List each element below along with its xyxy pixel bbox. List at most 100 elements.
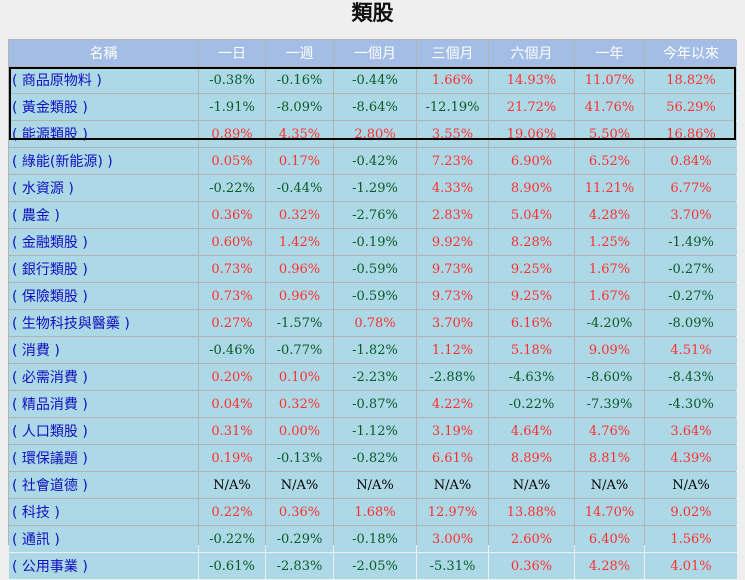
performance-cell: -8.43%: [645, 364, 737, 390]
table-row: ( 能源類股 ) 0.89% 4.35% 2.80% 3.55% 19.06% 5.50% 1…: [9, 121, 737, 147]
performance-cell: -0.44%: [266, 175, 333, 201]
sector-name-link[interactable]: ( 公用事業 ): [9, 553, 198, 579]
column-header-1d: 一日: [199, 40, 265, 66]
performance-cell: -2.05%: [334, 553, 416, 579]
sector-name-link[interactable]: ( 通訊 ): [9, 526, 198, 552]
sector-name-link[interactable]: ( 農金 ): [9, 202, 198, 228]
performance-cell: -2.76%: [334, 202, 416, 228]
sector-name-link[interactable]: ( 消費 ): [9, 337, 198, 363]
sector-name-link[interactable]: ( 銀行類股 ): [9, 256, 198, 282]
performance-cell: 7.23%: [417, 148, 488, 174]
table-row: ( 生物科技與醫藥 ) 0.27% -1.57% 0.78% 3.70% 6.16% -4.…: [9, 310, 737, 336]
table-row: ( 綠能(新能源) ) 0.05% 0.17% -0.42% 7.23% 6.90% 6.5…: [9, 148, 737, 174]
performance-cell: 2.80%: [334, 121, 416, 147]
performance-cell: -4.30%: [645, 391, 737, 417]
performance-cell: -0.61%: [199, 553, 265, 579]
performance-cell: 0.36%: [266, 499, 333, 525]
sector-name-link[interactable]: ( 水資源 ): [9, 175, 198, 201]
performance-cell: 0.60%: [199, 229, 265, 255]
performance-cell: 4.76%: [575, 418, 644, 444]
performance-cell: 6.52%: [575, 148, 644, 174]
performance-cell: -0.59%: [334, 283, 416, 309]
performance-cell: 9.09%: [575, 337, 644, 363]
performance-cell: 0.73%: [199, 256, 265, 282]
sector-name-link[interactable]: ( 金融類股 ): [9, 229, 198, 255]
performance-cell: -8.60%: [575, 364, 644, 390]
performance-cell: N/A%: [575, 472, 644, 498]
performance-cell: 0.36%: [489, 553, 574, 579]
performance-cell: 19.06%: [489, 121, 574, 147]
performance-cell: 3.55%: [417, 121, 488, 147]
sector-name-link[interactable]: ( 商品原物料 ): [9, 67, 198, 93]
sector-name-link[interactable]: ( 保險類股 ): [9, 283, 198, 309]
sector-name-link[interactable]: ( 社會道德 ): [9, 472, 198, 498]
performance-cell: 4.28%: [575, 202, 644, 228]
performance-cell: 8.28%: [489, 229, 574, 255]
sector-performance-table: 名稱 一日 一週 一個月 三個月 六個月 一年 今年以來 ( 商品原物料 ) -0…: [8, 39, 738, 580]
table-row: ( 消費 ) -0.46% -0.77% -1.82% 1.12% 5.18% 9.09% 4…: [9, 337, 737, 363]
performance-cell: 4.22%: [417, 391, 488, 417]
performance-cell: 3.64%: [645, 418, 737, 444]
column-header-6m: 六個月: [489, 40, 574, 66]
performance-cell: 21.72%: [489, 94, 574, 120]
table-row: ( 黃金類股 ) -1.91% -8.09% -8.64% -12.19% 21.72% 4…: [9, 94, 737, 120]
performance-cell: 0.22%: [199, 499, 265, 525]
performance-cell: 9.92%: [417, 229, 488, 255]
performance-cell: -8.64%: [334, 94, 416, 120]
column-header-name: 名稱: [9, 40, 198, 66]
performance-cell: 11.07%: [575, 67, 644, 93]
performance-cell: 0.10%: [266, 364, 333, 390]
performance-cell: 4.51%: [645, 337, 737, 363]
table-header-row: 名稱 一日 一週 一個月 三個月 六個月 一年 今年以來: [9, 40, 737, 66]
performance-cell: 0.96%: [266, 256, 333, 282]
performance-cell: -1.82%: [334, 337, 416, 363]
performance-cell: 9.25%: [489, 256, 574, 282]
column-header-3m: 三個月: [417, 40, 488, 66]
performance-cell: N/A%: [417, 472, 488, 498]
table-row: ( 公用事業 ) -0.61% -2.83% -2.05% -5.31% 0.36% 4.2…: [9, 553, 737, 579]
performance-cell: 5.04%: [489, 202, 574, 228]
performance-cell: -0.22%: [199, 175, 265, 201]
performance-cell: 12.97%: [417, 499, 488, 525]
performance-cell: 6.40%: [575, 526, 644, 552]
performance-cell: 13.88%: [489, 499, 574, 525]
table-row: ( 通訊 ) -0.22% -0.29% -0.18% 3.00% 2.60% 6.40% 1…: [9, 526, 737, 552]
sector-name-link[interactable]: ( 綠能(新能源) ): [9, 148, 198, 174]
performance-cell: 0.17%: [266, 148, 333, 174]
sector-name-link[interactable]: ( 人口類股 ): [9, 418, 198, 444]
performance-cell: -0.22%: [489, 391, 574, 417]
sector-name-link[interactable]: ( 生物科技與醫藥 ): [9, 310, 198, 336]
performance-cell: -2.83%: [266, 553, 333, 579]
performance-cell: -7.39%: [575, 391, 644, 417]
sector-name-link[interactable]: ( 環保議題 ): [9, 445, 198, 471]
performance-cell: 0.19%: [199, 445, 265, 471]
sector-name-link[interactable]: ( 能源類股 ): [9, 121, 198, 147]
table-row: ( 商品原物料 ) -0.38% -0.16% -0.44% 1.66% 14.93% 11…: [9, 67, 737, 93]
performance-cell: 3.70%: [645, 202, 737, 228]
performance-cell: 3.00%: [417, 526, 488, 552]
table-body: ( 商品原物料 ) -0.38% -0.16% -0.44% 1.66% 14.93% 11…: [9, 67, 737, 579]
performance-cell: 8.90%: [489, 175, 574, 201]
performance-cell: 5.50%: [575, 121, 644, 147]
sector-name-link[interactable]: ( 精品消費 ): [9, 391, 198, 417]
performance-cell: 6.90%: [489, 148, 574, 174]
performance-cell: N/A%: [334, 472, 416, 498]
performance-cell: 0.05%: [199, 148, 265, 174]
table-row: ( 銀行類股 ) 0.73% 0.96% -0.59% 9.73% 9.25% 1.67% -…: [9, 256, 737, 282]
column-header-1y: 一年: [575, 40, 644, 66]
sector-name-link[interactable]: ( 黃金類股 ): [9, 94, 198, 120]
performance-cell: 0.27%: [199, 310, 265, 336]
table-row: ( 水資源 ) -0.22% -0.44% -1.29% 4.33% 8.90% 11.21…: [9, 175, 737, 201]
performance-cell: 4.64%: [489, 418, 574, 444]
performance-cell: -2.88%: [417, 364, 488, 390]
sector-name-link[interactable]: ( 必需消費 ): [9, 364, 198, 390]
sector-name-link[interactable]: ( 科技 ): [9, 499, 198, 525]
performance-cell: 9.25%: [489, 283, 574, 309]
performance-cell: 0.84%: [645, 148, 737, 174]
performance-cell: 0.04%: [199, 391, 265, 417]
performance-cell: -12.19%: [417, 94, 488, 120]
performance-cell: 1.67%: [575, 283, 644, 309]
performance-cell: -0.82%: [334, 445, 416, 471]
performance-cell: -1.57%: [266, 310, 333, 336]
performance-cell: 0.89%: [199, 121, 265, 147]
